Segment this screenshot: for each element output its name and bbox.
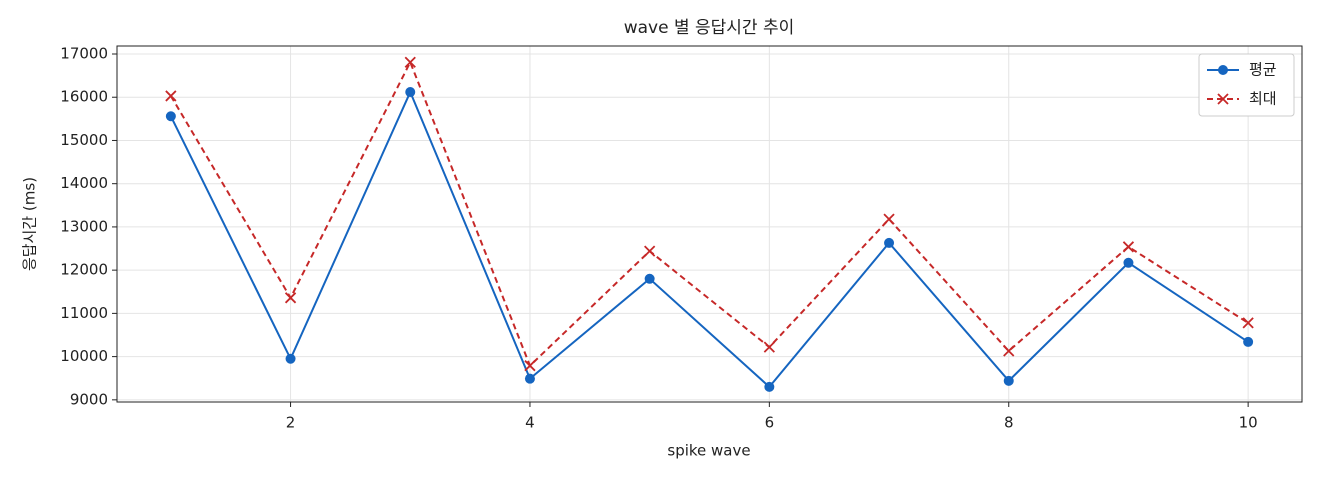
marker <box>884 237 895 248</box>
series-line <box>169 89 1249 389</box>
marker <box>644 273 655 284</box>
marker <box>763 341 775 353</box>
y-tick-label: 14000 <box>60 174 108 192</box>
y-tick-label: 17000 <box>60 44 108 62</box>
marker <box>165 111 176 122</box>
x-tick-label: 10 <box>1239 414 1258 432</box>
marker <box>405 87 416 98</box>
marker <box>1122 241 1135 253</box>
y-tick-label: 11000 <box>60 304 108 322</box>
chart-title: wave 별 응답시간 추이 <box>624 18 795 38</box>
x-tick-label: 2 <box>286 414 296 432</box>
plot-frame <box>116 45 1303 403</box>
x-axis-label: spike wave <box>667 442 750 460</box>
y-tick-label: 16000 <box>60 88 108 106</box>
y-tick-label: 15000 <box>60 131 108 149</box>
marker <box>644 245 656 257</box>
marker <box>1243 336 1254 347</box>
marker <box>883 213 895 225</box>
marker <box>1217 93 1229 105</box>
y-tick-label: 10000 <box>60 347 108 365</box>
marker <box>284 292 297 304</box>
marker <box>285 353 296 364</box>
marker <box>524 360 536 372</box>
y-axis-label: 응답시간 (ms) <box>21 177 39 271</box>
marker <box>1123 257 1134 268</box>
y-tick-label: 12000 <box>60 261 108 279</box>
marker <box>1218 65 1228 75</box>
marker <box>1242 317 1254 329</box>
marker <box>165 90 177 102</box>
x-tick-label: 4 <box>525 414 535 432</box>
marker <box>524 373 535 384</box>
legend-label: 평균 <box>1249 61 1277 79</box>
marker <box>1003 345 1015 357</box>
series-line <box>170 59 1249 368</box>
marker <box>1003 375 1014 386</box>
x-tick-label: 8 <box>1004 414 1014 432</box>
marker <box>764 381 775 392</box>
y-tick-label: 9000 <box>70 390 108 408</box>
legend-label: 최대 <box>1249 90 1277 108</box>
x-tick-label: 6 <box>765 414 775 432</box>
marker <box>404 56 416 68</box>
legend-box <box>1198 53 1295 117</box>
y-tick-label: 13000 <box>60 217 108 235</box>
